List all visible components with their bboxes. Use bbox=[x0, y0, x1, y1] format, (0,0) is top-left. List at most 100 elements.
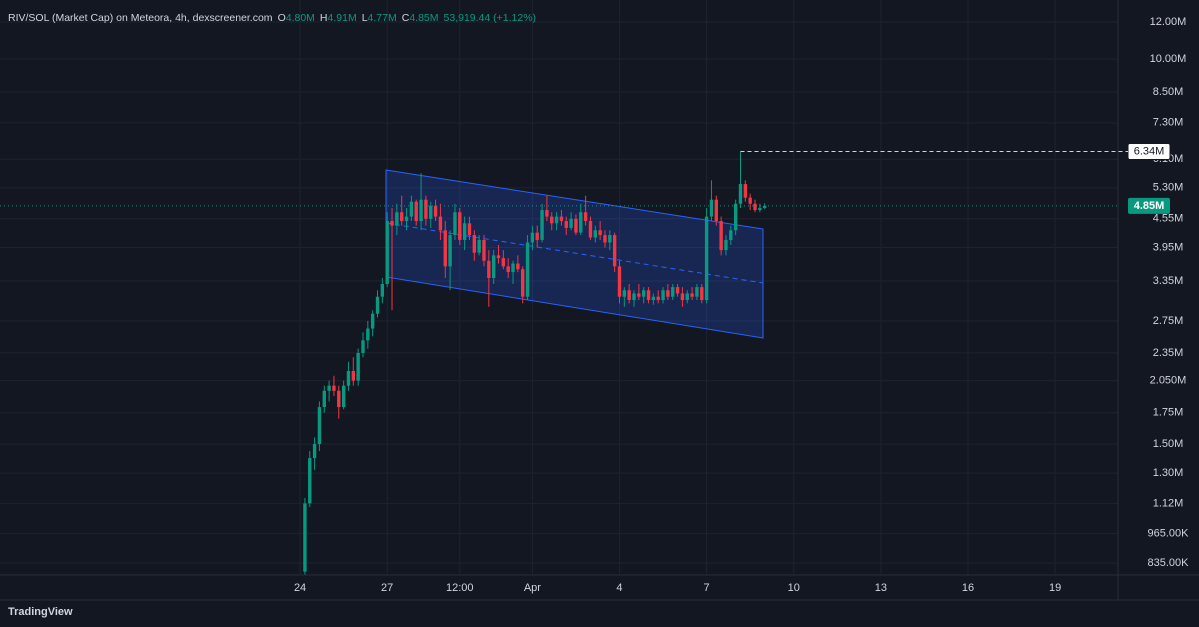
header-title: RIV/SOL (Market Cap) on Meteora, 4h, dex… bbox=[8, 12, 273, 24]
x-tick-label: 4 bbox=[616, 582, 622, 594]
axes: 12.00M10.00M8.50M7.30M6.10M5.30M4.55M3.9… bbox=[294, 16, 1189, 594]
brand-text: TradingView bbox=[8, 606, 73, 618]
candle-body bbox=[516, 263, 520, 270]
y-tick-label: 2.75M bbox=[1153, 315, 1184, 327]
ohlc-key: O bbox=[277, 12, 286, 24]
candle-body bbox=[738, 184, 743, 204]
candle-body bbox=[438, 216, 443, 231]
ohlc-value: 4.77M bbox=[367, 12, 397, 24]
candle-body bbox=[603, 235, 607, 243]
y-tick-label: 10.00M bbox=[1150, 53, 1187, 65]
candle-body bbox=[632, 293, 636, 301]
ohlc-key: C bbox=[401, 12, 410, 24]
brand: TradingView bbox=[8, 606, 73, 618]
candles bbox=[0, 151, 1118, 575]
x-tick-label: Apr bbox=[524, 582, 541, 594]
grid bbox=[0, 0, 1118, 575]
candle-body bbox=[564, 221, 568, 228]
candle-body bbox=[622, 290, 627, 297]
candle-body bbox=[506, 266, 510, 273]
candle-body bbox=[448, 235, 452, 267]
candle-body bbox=[651, 296, 656, 301]
candle-body bbox=[671, 287, 675, 297]
candle-body bbox=[409, 201, 414, 217]
last-price-label: 4.85M bbox=[1134, 200, 1165, 212]
y-tick-label: 835.00K bbox=[1148, 557, 1190, 569]
candle-body bbox=[627, 290, 631, 301]
candle-body bbox=[375, 296, 380, 314]
candle-body bbox=[385, 221, 389, 285]
candle-body bbox=[714, 199, 718, 222]
candle-body bbox=[327, 385, 331, 391]
ohlc-value: 4.85M bbox=[409, 12, 439, 24]
candle-body bbox=[704, 216, 709, 301]
candle-body bbox=[472, 235, 476, 253]
ohlc-key: L bbox=[361, 12, 368, 24]
candle-body bbox=[351, 370, 356, 381]
candle-body bbox=[617, 266, 622, 297]
y-tick-label: 7.30M bbox=[1153, 117, 1184, 129]
candle-body bbox=[312, 444, 317, 459]
candle-body bbox=[569, 218, 573, 228]
candle-body bbox=[574, 218, 578, 233]
candle-body bbox=[366, 328, 370, 341]
candle-body bbox=[501, 258, 506, 267]
candle-body bbox=[400, 212, 404, 222]
x-tick-label: 27 bbox=[381, 582, 393, 594]
candle-body bbox=[753, 203, 757, 211]
candle-body bbox=[433, 205, 438, 217]
candle-body bbox=[341, 385, 346, 408]
candle-body bbox=[554, 216, 559, 224]
candle-body bbox=[666, 290, 670, 297]
candle-body bbox=[646, 290, 651, 301]
candle-body bbox=[700, 287, 704, 301]
x-tick-label: 19 bbox=[1049, 582, 1061, 594]
candle-body bbox=[579, 212, 583, 233]
y-tick-label: 3.95M bbox=[1153, 241, 1184, 253]
candle-body bbox=[535, 232, 539, 240]
candle-body bbox=[685, 293, 689, 301]
candle-body bbox=[332, 385, 336, 391]
x-tick-label: 10 bbox=[788, 582, 800, 594]
candle-body bbox=[424, 199, 428, 219]
y-tick-label: 965.00K bbox=[1148, 528, 1190, 540]
candle-body bbox=[695, 287, 699, 297]
candle-body bbox=[404, 216, 409, 222]
candle-body bbox=[598, 230, 602, 236]
candle-body bbox=[467, 223, 472, 236]
candle-body bbox=[496, 255, 501, 259]
candle-body bbox=[487, 260, 491, 278]
candle-body bbox=[729, 230, 733, 240]
y-tick-label: 1.50M bbox=[1153, 438, 1184, 450]
candle-body bbox=[724, 239, 728, 251]
candle-body bbox=[317, 407, 322, 445]
x-tick-label: 24 bbox=[294, 582, 306, 594]
y-tick-label: 4.55M bbox=[1153, 213, 1184, 225]
candle-body bbox=[642, 290, 646, 297]
candle-body bbox=[550, 216, 554, 224]
candle-body bbox=[491, 255, 496, 278]
candle-body bbox=[680, 293, 685, 301]
candle-body bbox=[414, 201, 418, 222]
candle-body bbox=[656, 296, 660, 301]
y-tick-label: 5.30M bbox=[1153, 182, 1184, 194]
last-price-box bbox=[1128, 197, 1170, 214]
candle-body bbox=[743, 184, 748, 198]
candle-body bbox=[477, 239, 481, 253]
candle-body bbox=[559, 216, 564, 222]
candle-body bbox=[675, 287, 680, 294]
ohlc-value: 4.91M bbox=[327, 12, 357, 24]
candle-body bbox=[530, 232, 535, 243]
candle-body bbox=[419, 199, 423, 222]
x-tick-label: 7 bbox=[704, 582, 710, 594]
candle-body bbox=[733, 203, 738, 231]
candle-body bbox=[458, 212, 462, 240]
candle-body bbox=[637, 293, 641, 297]
y-tick-label: 12.00M bbox=[1150, 16, 1187, 28]
y-tick-label: 8.50M bbox=[1153, 86, 1184, 98]
candle-body bbox=[346, 370, 351, 386]
ohlc-key: H bbox=[319, 12, 328, 24]
change: 53,919.44 (+1.12%) bbox=[443, 12, 537, 24]
candle-body bbox=[762, 205, 767, 208]
